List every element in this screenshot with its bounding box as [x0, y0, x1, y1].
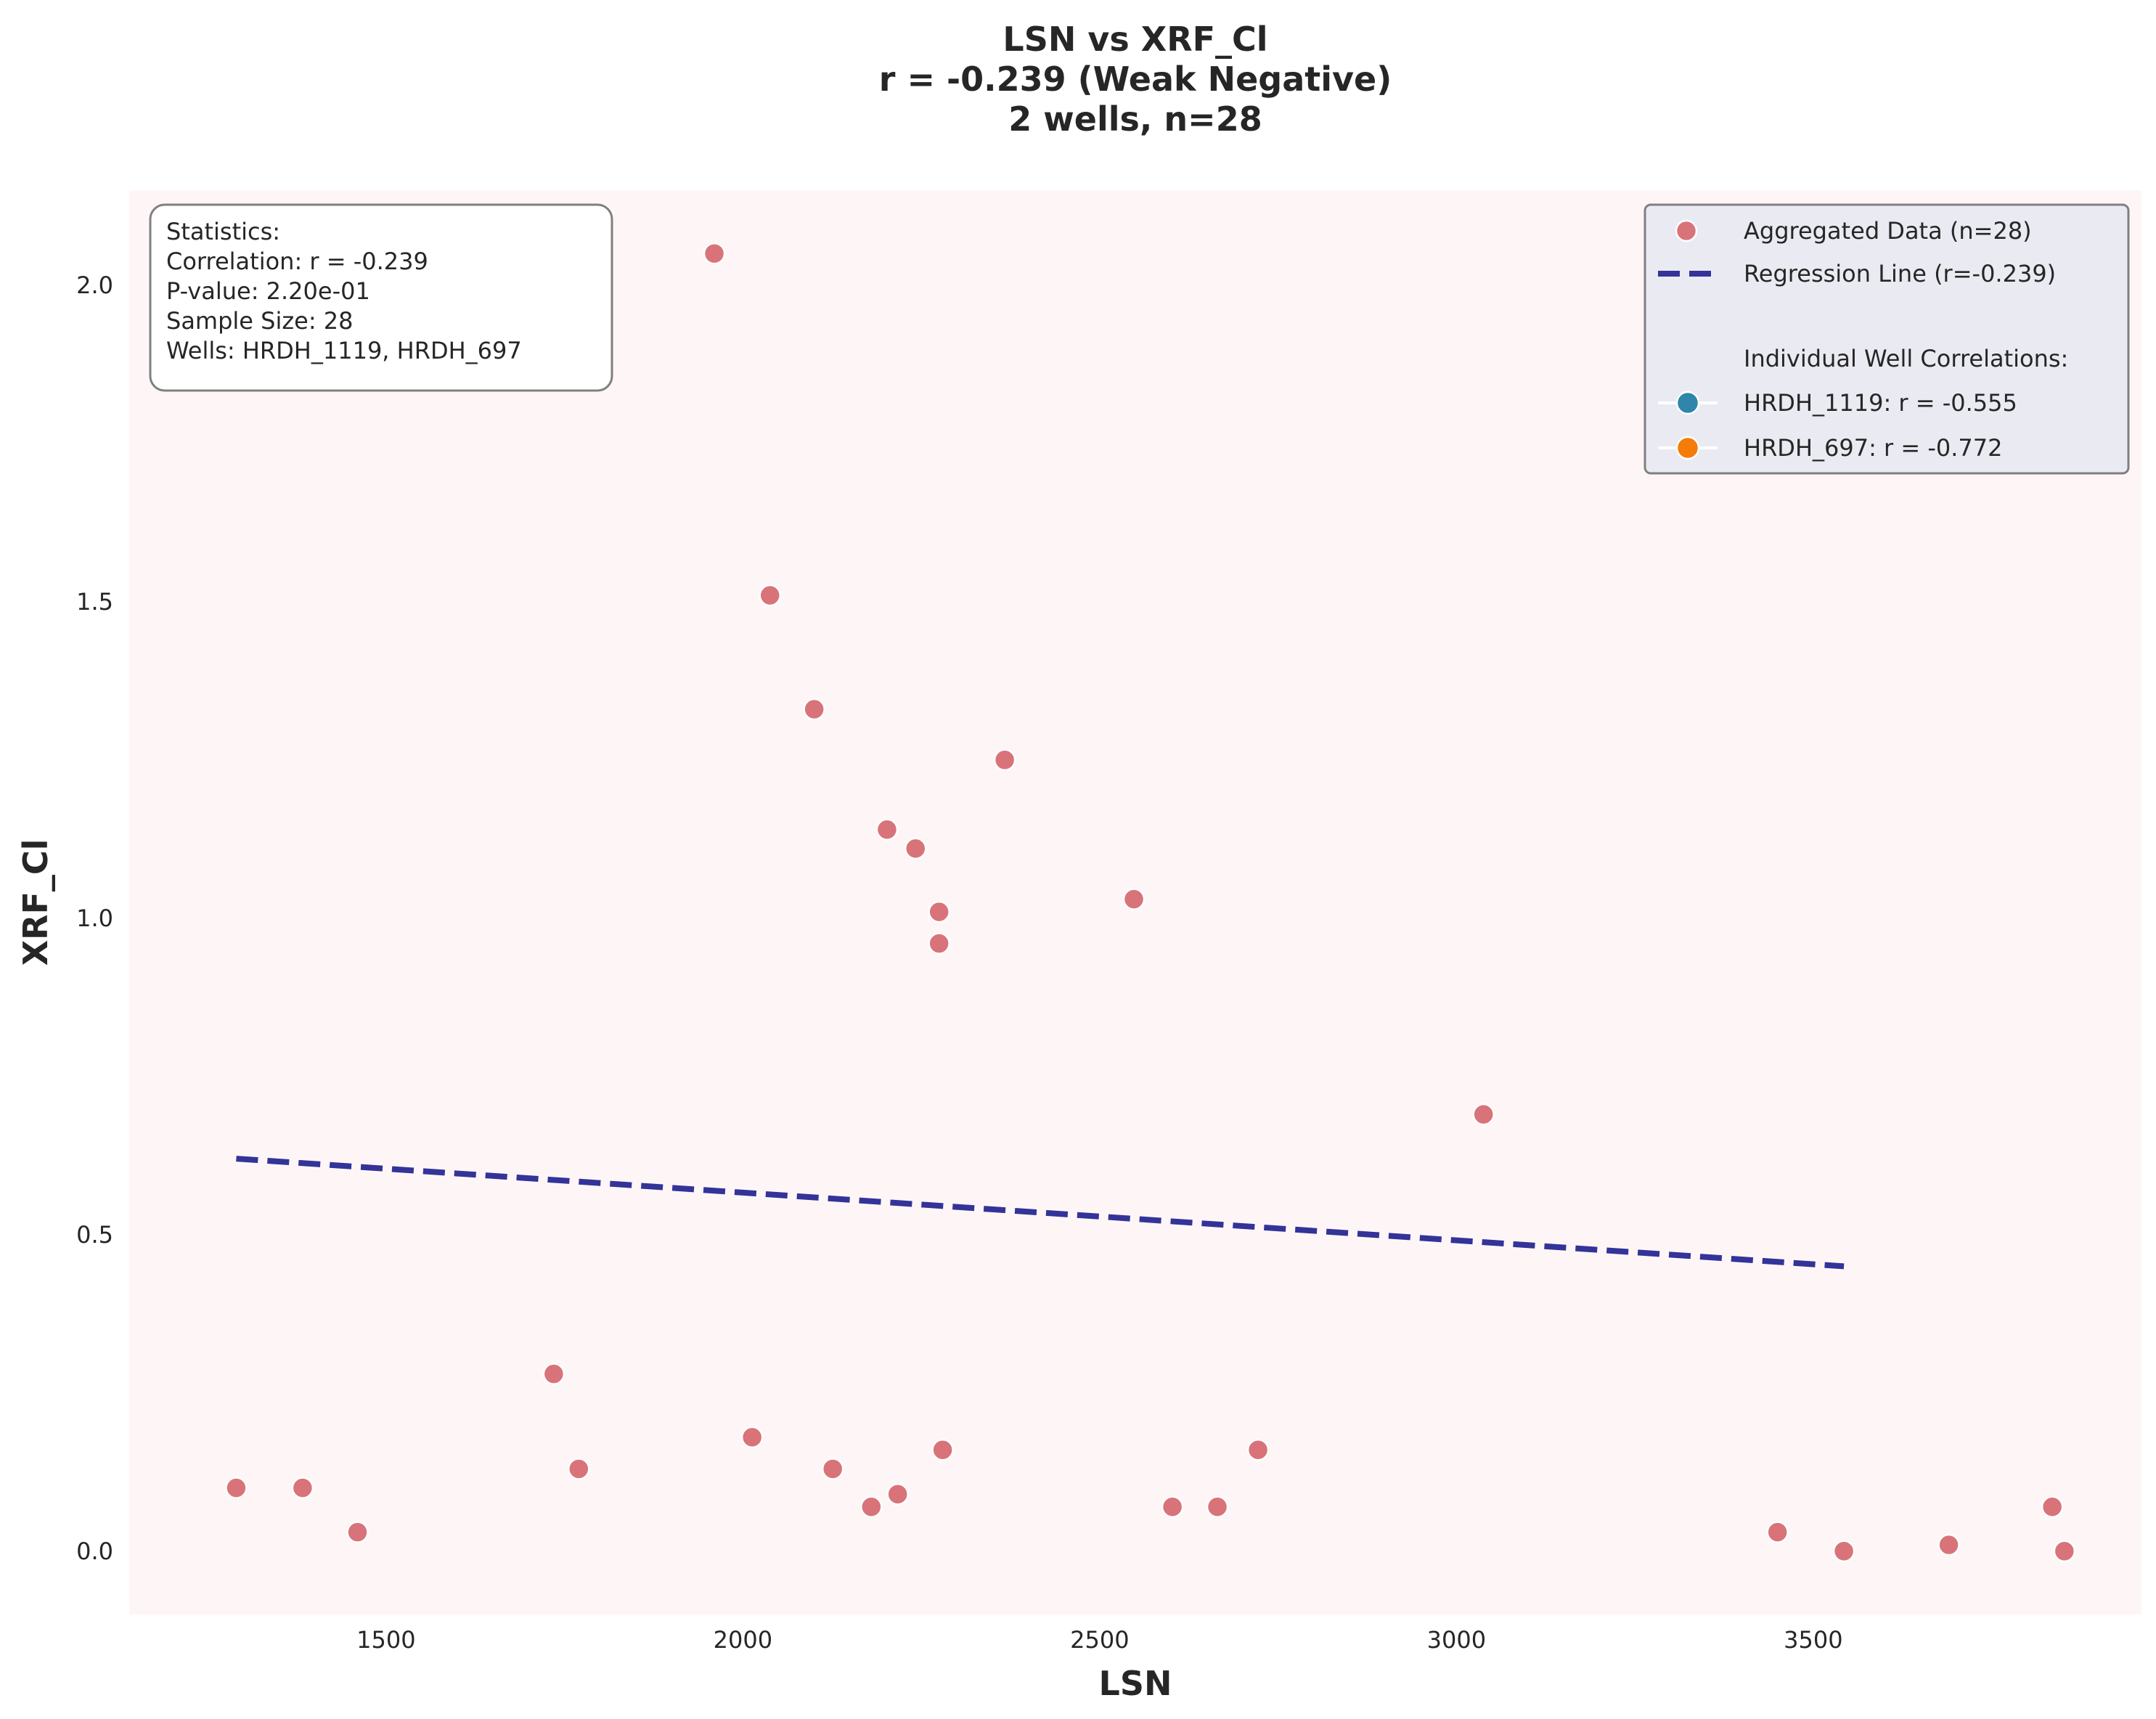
data-point — [2053, 1540, 2076, 1563]
data-point — [803, 698, 825, 721]
data-point — [2041, 1495, 2064, 1519]
data-point — [1472, 1103, 1495, 1126]
data-point — [1246, 1439, 1270, 1461]
chart-title-line: LSN vs XRF_Cl — [1003, 20, 1267, 59]
legend-label-regression: Regression Line (r=-0.239) — [1744, 260, 2056, 287]
y-tick-label: 2.0 — [76, 271, 113, 299]
data-points — [225, 242, 2076, 1563]
x-axis-label: LSN — [1099, 1664, 1172, 1703]
data-point — [1206, 1495, 1229, 1519]
data-point — [1766, 1521, 1789, 1543]
data-point — [759, 584, 781, 607]
chart-title-line: 2 wells, n=28 — [1008, 99, 1262, 139]
data-point — [568, 1458, 590, 1480]
stats-line: Wells: HRDH_1119, HRDH_697 — [166, 337, 522, 364]
legend-well-label: HRDH_1119: r = -0.555 — [1744, 389, 2017, 417]
x-tick-label: 3500 — [1784, 1626, 1842, 1654]
x-axis-ticks: 1500 2000 2500 3000 3500 — [356, 1626, 1842, 1654]
y-tick-label: 1.5 — [76, 588, 113, 616]
stats-line: Sample Size: 28 — [166, 307, 354, 335]
chart-title: LSN vs XRF_Clr = -0.239 (Weak Negative)2… — [879, 20, 1392, 139]
data-point — [821, 1458, 844, 1480]
legend-well-marker — [1675, 391, 1700, 415]
regression-line-path — [236, 1156, 1845, 1270]
data-point — [740, 1426, 764, 1449]
data-point — [1937, 1533, 1960, 1556]
y-tick-label: 0.5 — [76, 1221, 113, 1249]
legend-well-marker — [1675, 436, 1700, 460]
legend-marker-aggregated — [1675, 219, 1698, 242]
data-point — [993, 748, 1016, 772]
y-axis-ticks: 0.0 0.5 1.0 1.5 2.0 — [76, 271, 113, 1565]
stats-line: P-value: 2.20e-01 — [166, 277, 370, 305]
data-point — [928, 900, 950, 923]
legend-well-label: HRDH_697: r = -0.772 — [1744, 434, 2003, 462]
stats-box-frame — [149, 203, 613, 392]
x-tick-label: 1500 — [356, 1626, 415, 1654]
data-point — [291, 1477, 314, 1499]
data-point — [886, 1483, 909, 1506]
stats-line: Correlation: r = -0.239 — [166, 248, 428, 275]
stats-box: Statistics: Correlation: r = -0.239P-valu… — [149, 203, 613, 392]
legend-header: Individual Well Correlations: — [1744, 345, 2068, 372]
data-point — [928, 932, 950, 955]
legend-label-aggregated: Aggregated Data (n=28) — [1744, 217, 2032, 245]
data-point — [931, 1439, 954, 1461]
data-point — [1161, 1495, 1184, 1519]
x-tick-label: 3000 — [1427, 1626, 1486, 1654]
data-point — [225, 1477, 248, 1499]
stats-line: Statistics: — [166, 218, 280, 245]
chart-title-line: r = -0.239 (Weak Negative) — [879, 60, 1392, 99]
data-point — [1122, 888, 1146, 910]
data-point — [703, 242, 726, 265]
regression-line — [236, 1156, 1845, 1270]
x-tick-label: 2000 — [714, 1626, 772, 1654]
y-tick-label: 0.0 — [76, 1538, 113, 1565]
data-point — [860, 1495, 883, 1519]
data-point — [346, 1521, 369, 1543]
x-tick-label: 2500 — [1070, 1626, 1129, 1654]
y-axis-label: XRF_Cl — [16, 839, 55, 966]
data-point — [904, 837, 927, 860]
data-point — [542, 1363, 565, 1385]
data-point — [875, 818, 899, 841]
data-point — [1832, 1540, 1855, 1563]
legend: Aggregated Data (n=28) Regression Line (r… — [1643, 203, 2130, 475]
legend-frame — [1643, 203, 2130, 475]
y-tick-label: 1.0 — [76, 905, 113, 932]
